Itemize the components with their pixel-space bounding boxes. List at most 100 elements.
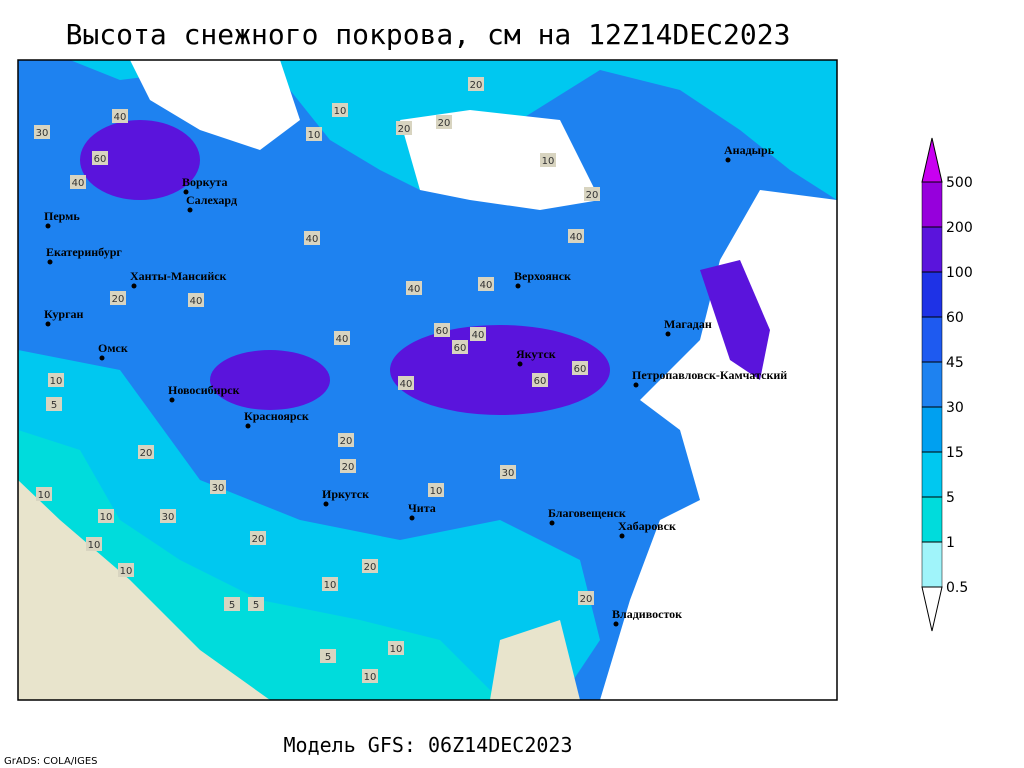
city-name: Салехард <box>186 193 237 207</box>
city-name: Ханты-Мансийск <box>130 269 227 283</box>
contour-label-box <box>188 293 204 307</box>
colorbar-label: 30 <box>946 400 964 416</box>
city-dot <box>99 355 105 361</box>
city-name: Красноярск <box>244 409 309 423</box>
colorbar-band <box>921 451 943 498</box>
contour-label: 10 <box>308 130 321 141</box>
contour-label-box <box>436 115 452 129</box>
contour-label-box <box>388 641 404 655</box>
colorbar-label: 15 <box>946 445 964 461</box>
contour-label-box <box>396 121 412 135</box>
contour-label-box <box>470 327 486 341</box>
contour-label-box <box>334 331 350 345</box>
cities: Воркута Салехард Пермь Екатеринбург Ханты-Ма… <box>44 143 787 627</box>
contour-label: 30 <box>502 468 515 479</box>
contour-label: 40 <box>336 334 349 345</box>
colorbar-band <box>921 541 943 588</box>
contour-label-box <box>92 151 108 165</box>
contour-label: 20 <box>586 190 599 201</box>
city-dot <box>45 321 51 327</box>
contour-label-box <box>362 669 378 683</box>
contour-label-box <box>248 597 264 611</box>
contour-label-box <box>110 291 126 305</box>
contour-label-box <box>210 480 226 494</box>
contour-label-box <box>98 509 114 523</box>
contour-label-box <box>572 361 588 375</box>
contour-label-box <box>540 153 556 167</box>
city-name: Верхоянск <box>514 269 571 283</box>
city-dot <box>619 533 625 539</box>
contour-label-box <box>398 376 414 390</box>
footer: Модель GFS: 06Z14DEC2023 <box>284 733 573 757</box>
city-name: Иркутск <box>322 487 369 501</box>
colorbar-label: 5 <box>946 490 955 506</box>
contour-label: 10 <box>88 540 101 551</box>
colorbar-label: 1 <box>946 535 955 551</box>
bare-ground <box>18 480 270 700</box>
contour-label: 5 <box>253 600 259 611</box>
colorbar-band <box>921 316 943 363</box>
title: Высота снежного покрова, см на 12Z14DEC2… <box>66 18 791 51</box>
contour-label: 60 <box>574 364 587 375</box>
contour-label: 5 <box>51 400 57 411</box>
contour-label: 20 <box>340 436 353 447</box>
contour-label: 20 <box>342 462 355 473</box>
contour-label: 10 <box>324 580 337 591</box>
colorbar-label: 500 <box>946 175 973 191</box>
colorbar-band <box>921 181 943 228</box>
contour-label: 10 <box>364 672 377 683</box>
contour-label-box <box>452 340 468 354</box>
city-dot <box>169 397 175 403</box>
city-dot <box>131 283 137 289</box>
contour-label: 5 <box>229 600 235 611</box>
city-name: Хабаровск <box>618 519 676 533</box>
colorbar-label: 200 <box>946 220 973 236</box>
deep-snow <box>80 120 200 200</box>
contour-label-box <box>70 175 86 189</box>
contour-label: 20 <box>470 80 483 91</box>
city-dot <box>47 259 53 265</box>
contour-label: 20 <box>140 448 153 459</box>
contour-label: 20 <box>398 124 411 135</box>
sea <box>130 60 300 150</box>
contour-label-box <box>306 127 322 141</box>
city-name: Екатеринбург <box>46 245 122 259</box>
colorbar-cap <box>921 586 943 632</box>
contour-label: 60 <box>534 376 547 387</box>
city-name: Анадырь <box>724 143 775 157</box>
contour-label: 40 <box>190 296 203 307</box>
contour-label-box <box>304 231 320 245</box>
contour-label-box <box>118 563 134 577</box>
contour-label-box <box>138 445 154 459</box>
city-name: Владивосток <box>612 607 682 621</box>
contour-label: 10 <box>100 512 113 523</box>
city-dot <box>245 423 251 429</box>
contour-label-box <box>568 229 584 243</box>
contour-label: 30 <box>212 483 225 494</box>
city-name: Новосибирск <box>168 383 240 397</box>
map <box>17 59 838 701</box>
city-name: Магадан <box>664 317 712 331</box>
city-dot <box>549 520 555 526</box>
city-dot <box>665 331 671 337</box>
colorbar-band <box>921 496 943 543</box>
city-dot <box>725 157 731 163</box>
contour-label: 20 <box>112 294 125 305</box>
colorbar-band <box>921 361 943 408</box>
city-name: Петропавловск-Камчатский <box>632 368 787 382</box>
city-dot <box>45 223 51 229</box>
contour-label: 40 <box>480 280 493 291</box>
contour-label: 40 <box>114 112 127 123</box>
contour-label: 40 <box>72 178 85 189</box>
contour-label-box <box>250 531 266 545</box>
contour-label: 10 <box>38 490 51 501</box>
colorbar-label: 100 <box>946 265 973 281</box>
contour-label: 60 <box>436 326 449 337</box>
city-dot <box>409 515 415 521</box>
colorbar-band <box>921 226 943 273</box>
city-name: Омск <box>98 341 128 355</box>
colorbar-cap <box>921 137 943 183</box>
contour-label-box <box>36 487 52 501</box>
contour-label-box <box>532 373 548 387</box>
contour-label: 40 <box>306 234 319 245</box>
